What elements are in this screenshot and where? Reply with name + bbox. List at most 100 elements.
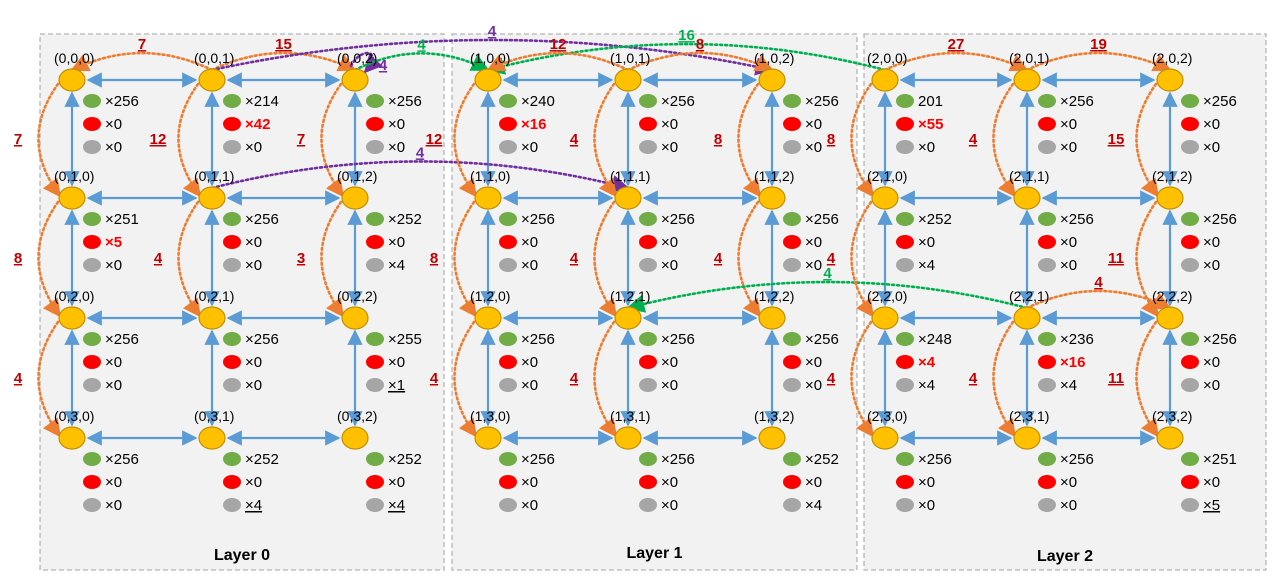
red-dot-icon <box>366 235 384 249</box>
node-circle <box>198 306 226 330</box>
green-dot-icon <box>366 452 384 466</box>
traffic-arc-purple <box>210 38 774 76</box>
node-coordinate: (2,0,1) <box>1009 50 1049 66</box>
faulty-count: ×0 <box>1203 354 1220 371</box>
node-circle <box>1013 306 1041 330</box>
idle-count: ×0 <box>805 377 822 394</box>
router-node-0-2-1 <box>198 306 226 330</box>
node-coordinate: (1,3,2) <box>754 408 794 424</box>
gray-dot-icon <box>366 258 384 272</box>
gray-dot-icon <box>223 258 241 272</box>
arc-label: 4 <box>827 370 836 387</box>
idle-count: ×0 <box>1203 377 1220 394</box>
router-node-2-1-0 <box>871 186 899 210</box>
faulty-count: ×5 <box>105 234 122 251</box>
red-dot-icon <box>896 117 914 131</box>
green-dot-icon <box>783 332 801 346</box>
faulty-count: ×0 <box>661 354 678 371</box>
red-dot-icon <box>499 475 517 489</box>
node-coordinate: (2,2,1) <box>1009 288 1049 304</box>
node-coordinate: (1,3,1) <box>610 408 650 424</box>
gray-dot-icon <box>223 378 241 392</box>
red-dot-icon <box>223 117 241 131</box>
red-dot-icon <box>83 475 101 489</box>
node-circle <box>1013 426 1041 450</box>
healthy-count: ×214 <box>245 93 279 110</box>
traffic-arc-orange <box>1025 51 1172 72</box>
router-node-0-1-0 <box>58 186 86 210</box>
node-circle <box>341 186 369 210</box>
traffic-arc-orange <box>593 320 618 438</box>
router-node-1-3-1 <box>614 426 642 450</box>
node-circle <box>1013 186 1041 210</box>
arc-label: 7 <box>138 36 146 53</box>
green-dot-icon <box>223 94 241 108</box>
arc-label: 4 <box>488 23 497 40</box>
node-circle <box>614 68 642 92</box>
faulty-count: ×16 <box>521 116 546 133</box>
green-dot-icon <box>1038 332 1056 346</box>
healthy-count: ×256 <box>1203 93 1237 110</box>
gray-dot-icon <box>639 140 657 154</box>
router-node-2-3-0 <box>871 426 899 450</box>
router-node-2-2-2 <box>1156 306 1184 330</box>
red-dot-icon <box>223 475 241 489</box>
faulty-count: ×0 <box>521 234 538 251</box>
red-dot-icon <box>499 235 517 249</box>
healthy-count: ×252 <box>245 451 279 468</box>
healthy-count: ×256 <box>1203 331 1237 348</box>
arc-label: 4 <box>416 144 425 161</box>
faulty-count: ×0 <box>918 234 935 251</box>
node-circle <box>1156 68 1184 92</box>
arc-label: 7 <box>297 131 305 148</box>
gray-dot-icon <box>896 378 914 392</box>
idle-count: ×4 <box>388 497 405 514</box>
traffic-arc-orange <box>850 200 875 318</box>
router-node-0-2-2 <box>341 306 369 330</box>
gray-dot-icon <box>83 140 101 154</box>
layer-panel-0 <box>39 33 445 571</box>
healthy-count: ×256 <box>805 93 839 110</box>
green-dot-icon <box>499 94 517 108</box>
router-node-1-0-2 <box>758 68 786 92</box>
faulty-count: ×0 <box>805 474 822 491</box>
arc-label: 8 <box>430 250 438 267</box>
node-circle <box>758 68 786 92</box>
idle-count: ×0 <box>105 377 122 394</box>
idle-count: ×0 <box>521 497 538 514</box>
faulty-count: ×0 <box>388 354 405 371</box>
gray-dot-icon <box>639 258 657 272</box>
red-dot-icon <box>783 117 801 131</box>
healthy-count: ×256 <box>105 331 139 348</box>
node-circle <box>474 306 502 330</box>
traffic-arc-orange <box>453 82 478 198</box>
arc-label: 4 <box>430 370 439 387</box>
idle-count: ×0 <box>521 257 538 274</box>
gray-dot-icon <box>499 498 517 512</box>
healthy-count: ×256 <box>245 211 279 228</box>
green-dot-icon <box>1038 94 1056 108</box>
router-node-1-0-0 <box>474 68 502 92</box>
faulty-count: ×55 <box>918 116 943 133</box>
faulty-count: ×0 <box>661 116 678 133</box>
healthy-count: ×256 <box>105 451 139 468</box>
node-coordinate: (1,1,0) <box>470 168 510 184</box>
green-dot-icon <box>783 452 801 466</box>
idle-count: ×0 <box>521 139 538 156</box>
node-coordinate: (0,0,1) <box>194 50 234 66</box>
arc-label: 12 <box>426 131 443 148</box>
gray-dot-icon <box>366 498 384 512</box>
router-node-0-3-2 <box>341 426 369 450</box>
idle-count: ×0 <box>1060 139 1077 156</box>
traffic-arc-orange <box>177 82 202 198</box>
green-dot-icon <box>896 452 914 466</box>
node-coordinate: (2,3,0) <box>867 408 907 424</box>
faulty-count: ×0 <box>388 116 405 133</box>
arc-label: 11 <box>1108 370 1124 387</box>
traffic-arc-orange <box>453 200 478 318</box>
node-coordinate: (0,2,0) <box>54 288 94 304</box>
red-dot-icon <box>83 117 101 131</box>
faulty-count: ×4 <box>918 354 936 371</box>
node-circle <box>871 426 899 450</box>
healthy-count: ×256 <box>661 451 695 468</box>
